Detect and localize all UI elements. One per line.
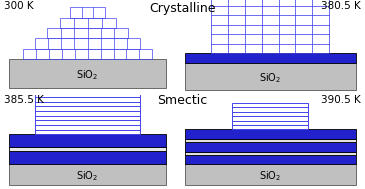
- Bar: [47, 28, 128, 38]
- Bar: [185, 139, 356, 142]
- Bar: [35, 38, 140, 49]
- Bar: [35, 93, 140, 134]
- Bar: [9, 134, 166, 147]
- Bar: [35, 93, 140, 134]
- Text: SiO$_2$: SiO$_2$: [259, 71, 281, 85]
- Text: 380.5 K: 380.5 K: [322, 1, 361, 11]
- Bar: [70, 7, 105, 18]
- Text: 300 K: 300 K: [4, 1, 33, 11]
- Bar: [232, 103, 308, 129]
- Bar: [185, 155, 356, 164]
- Bar: [9, 147, 166, 151]
- Text: Crystalline: Crystalline: [149, 2, 216, 15]
- Bar: [211, 0, 329, 53]
- Bar: [35, 38, 140, 49]
- Text: 390.5 K: 390.5 K: [322, 95, 361, 105]
- Bar: [59, 18, 116, 28]
- Bar: [185, 164, 356, 185]
- Bar: [47, 28, 128, 38]
- Text: SiO$_2$: SiO$_2$: [259, 169, 281, 183]
- Bar: [211, 0, 329, 53]
- Bar: [70, 7, 105, 18]
- Bar: [59, 18, 116, 28]
- Bar: [185, 129, 356, 139]
- Bar: [185, 152, 356, 155]
- Bar: [23, 49, 153, 59]
- Bar: [232, 103, 308, 129]
- Bar: [23, 49, 153, 59]
- Text: 385.5 K: 385.5 K: [4, 95, 43, 105]
- Bar: [185, 53, 356, 63]
- Text: Smectic: Smectic: [157, 94, 208, 108]
- Bar: [185, 142, 356, 152]
- Text: SiO$_2$: SiO$_2$: [77, 169, 99, 183]
- Bar: [9, 151, 166, 164]
- Bar: [9, 164, 166, 185]
- Bar: [185, 63, 356, 90]
- Text: SiO$_2$: SiO$_2$: [77, 68, 99, 82]
- Bar: [9, 59, 166, 88]
